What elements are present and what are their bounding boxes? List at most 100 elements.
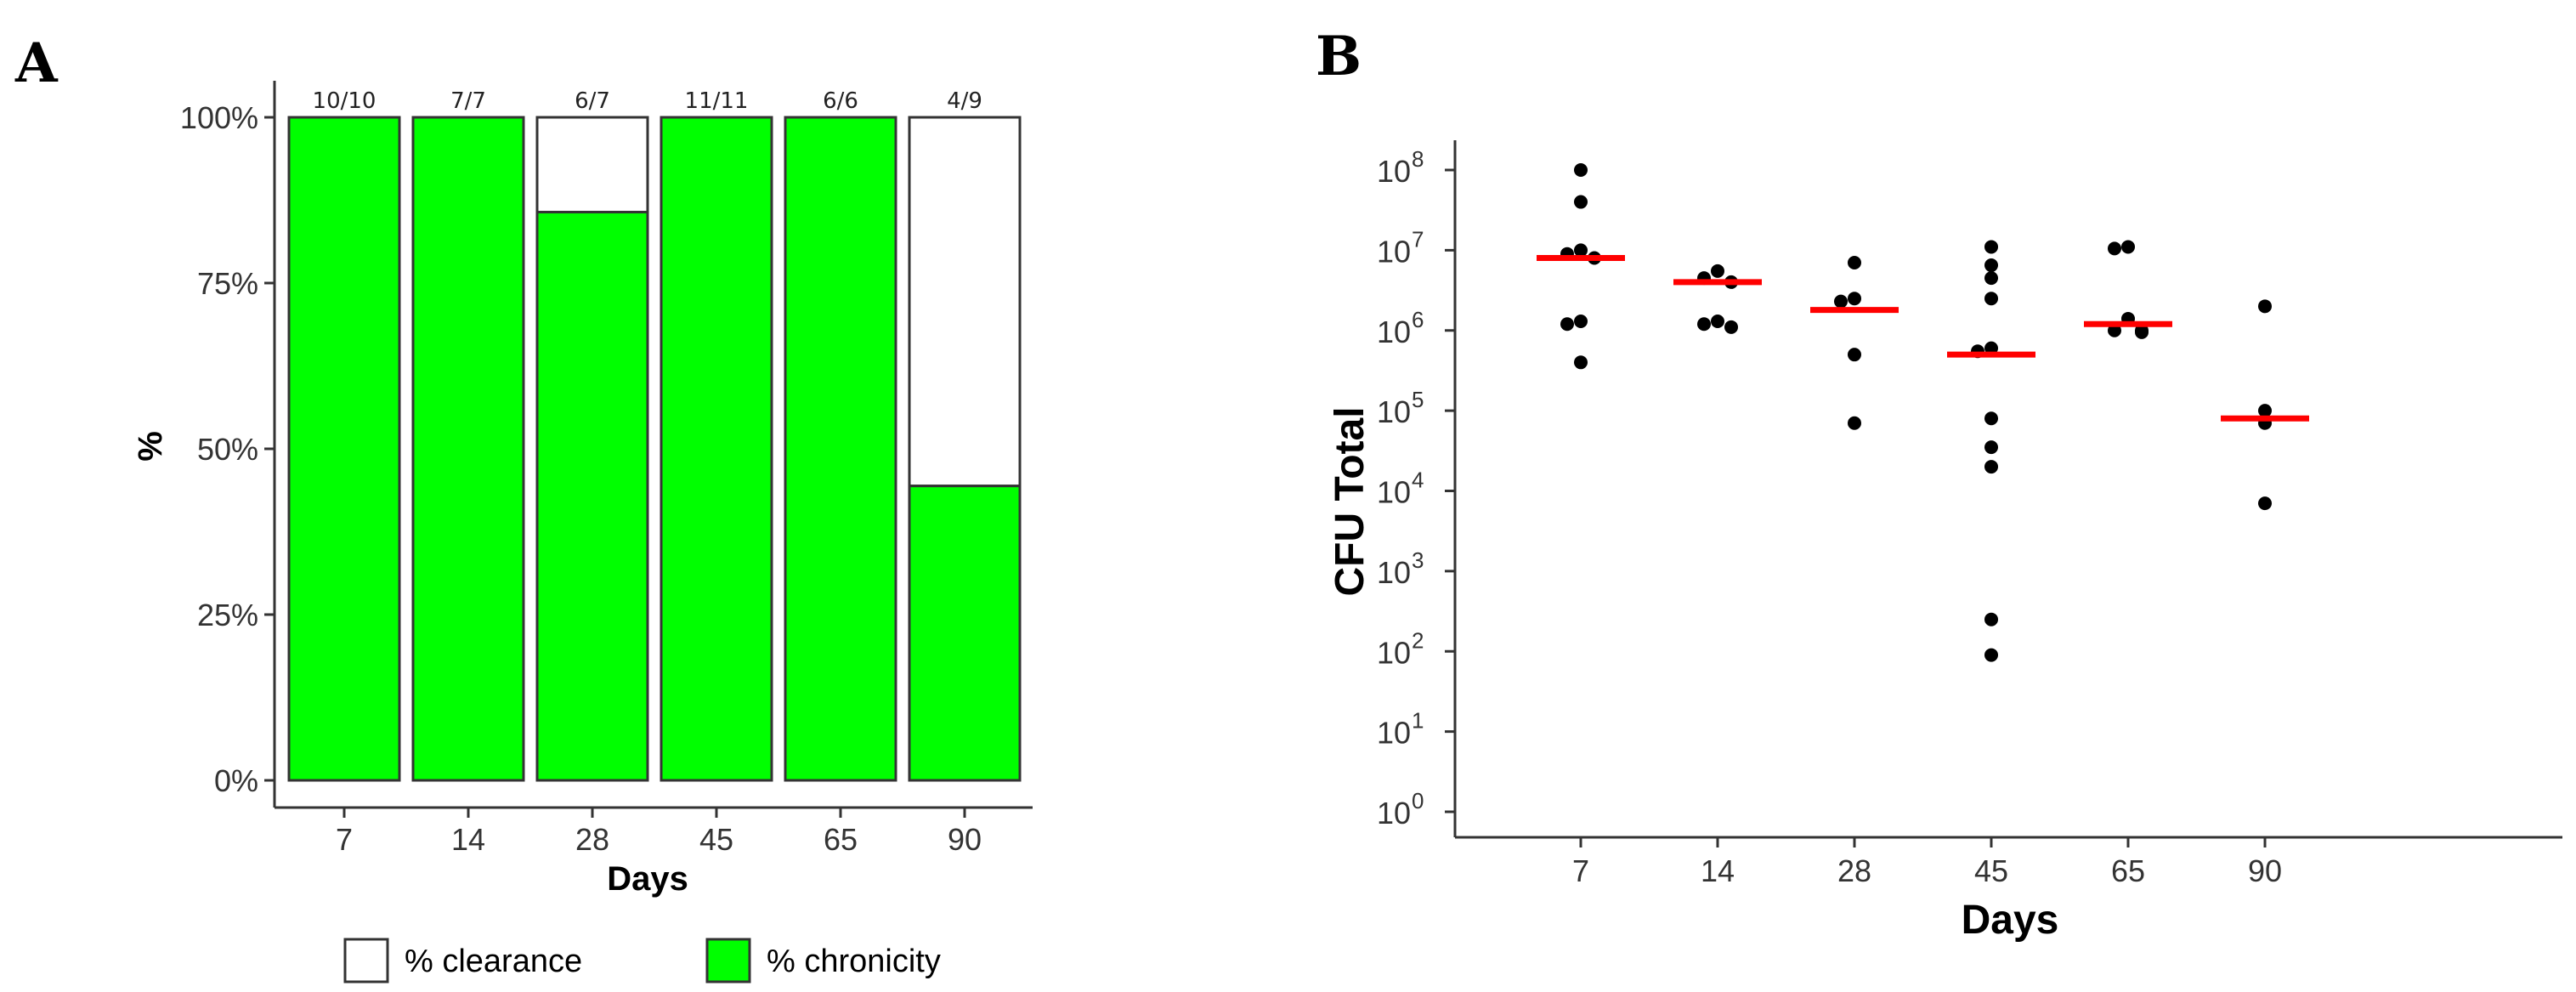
bar-count-label: 6/6 (823, 88, 858, 114)
legend-label-clearance: % clearance (405, 944, 582, 979)
b-y-axis-title: CFU Total (1328, 406, 1373, 596)
data-point (1834, 294, 1848, 309)
b-y-tick-label: 10 (1377, 154, 1411, 189)
a-y-tick-label: 75% (197, 266, 258, 301)
a-y-tick-label: 100% (180, 100, 258, 135)
data-point (1574, 355, 1588, 370)
bar-count-label: 11/11 (685, 88, 749, 114)
b-y-tick-label: 10 (1377, 635, 1411, 670)
data-point (2258, 299, 2272, 314)
a-y-tick-label: 0% (214, 763, 258, 798)
a-x-tick-label: 45 (699, 822, 733, 857)
bar-clearance-90 (908, 116, 1022, 488)
a-y-ticks: 0% 25% 50% 75% 100% (180, 100, 275, 798)
b-x-ticks: 7 14 28 45 65 90 (1572, 837, 2282, 888)
bar-group (287, 116, 1022, 782)
bar-count-label: 10/10 (313, 88, 376, 114)
data-point (1848, 416, 1861, 430)
b-x-tick-label: 90 (2248, 853, 2282, 888)
b-y-tick-label: 10 (1377, 475, 1411, 510)
b-y-tick-exponent: 2 (1412, 627, 1424, 653)
b-y-tick-label: 10 (1377, 555, 1411, 590)
a-x-tick-label: 65 (824, 822, 858, 857)
legend-label-chronicity: % chronicity (767, 944, 941, 979)
b-y-tick-exponent: 3 (1412, 547, 1424, 573)
b-x-axis-title: Days (1962, 898, 2059, 943)
bar-chronicity-14 (411, 116, 525, 782)
data-point (1984, 258, 1998, 273)
b-y-tick-label: 10 (1377, 315, 1411, 349)
a-x-tick-label: 14 (451, 822, 485, 857)
legend-swatch-chronicity (705, 938, 751, 983)
b-x-tick-label: 28 (1837, 853, 1871, 888)
data-point (1574, 163, 1588, 177)
data-point (1697, 317, 1711, 332)
legend: % clearance % chronicity (343, 938, 941, 983)
median-lines (1537, 255, 2309, 422)
a-x-ticks: 7 14 28 45 65 90 (336, 808, 982, 857)
data-point (1574, 314, 1588, 328)
data-points (1560, 163, 2272, 662)
bar-chronicity-65 (784, 116, 897, 782)
bar-count-label: 6/7 (575, 88, 610, 114)
bar-chronicity-28 (535, 211, 649, 782)
b-y-tick-exponent: 8 (1412, 146, 1424, 172)
bar-count-labels: 10/10 7/7 6/7 11/11 6/6 4/9 (313, 88, 982, 114)
a-x-tick-label: 28 (575, 822, 609, 857)
a-y-axis-title: % (132, 431, 169, 462)
a-y-tick-label: 50% (197, 432, 258, 467)
b-y-tick-label: 10 (1377, 234, 1411, 269)
a-y-tick-label: 25% (197, 598, 258, 632)
bar-chronicity-90 (908, 485, 1022, 782)
data-point (2258, 496, 2272, 511)
bar-clearance-28 (535, 116, 649, 214)
b-y-tick-label: 10 (1377, 796, 1411, 830)
b-y-tick-exponent: 1 (1412, 708, 1424, 734)
bar-count-label: 4/9 (947, 88, 982, 114)
data-point (1848, 292, 1861, 306)
data-point (1984, 240, 1998, 254)
legend-swatch-clearance (343, 938, 389, 983)
b-x-tick-label: 65 (2111, 853, 2145, 888)
a-x-axis-title: Days (607, 860, 688, 898)
data-point (1560, 317, 1574, 332)
b-x-tick-label: 7 (1572, 853, 1589, 888)
data-point (1984, 648, 1998, 662)
data-point (1984, 612, 1998, 626)
b-y-tick-exponent: 4 (1412, 468, 1424, 493)
data-point (1984, 460, 1998, 474)
b-y-tick-exponent: 5 (1412, 387, 1424, 412)
data-point (2258, 404, 2272, 418)
data-point (1711, 314, 1724, 328)
panel-a-letter: A (14, 31, 59, 95)
data-point (1574, 195, 1588, 209)
b-x-tick-label: 14 (1701, 853, 1735, 888)
data-point (1984, 292, 1998, 306)
data-point (1724, 320, 1738, 334)
data-point (1984, 440, 1998, 455)
data-point (1848, 255, 1861, 269)
data-point (1711, 264, 1724, 278)
b-y-tick-exponent: 7 (1412, 226, 1424, 252)
data-point (1848, 348, 1861, 362)
data-point (2108, 241, 2121, 256)
panel-a-chart: 10/10 7/7 6/7 11/11 6/6 4/9 0% 25% 50% 75% 100% 7… (132, 81, 1033, 983)
bar-chronicity-45 (660, 116, 773, 782)
data-point (1574, 243, 1588, 258)
data-point (2135, 325, 2149, 339)
panel-b-letter: B (1316, 25, 1362, 88)
b-x-tick-label: 45 (1974, 853, 2008, 888)
data-point (2121, 240, 2135, 254)
bar-count-label: 7/7 (450, 88, 486, 114)
data-point (1984, 411, 1998, 426)
b-y-tick-exponent: 0 (1412, 788, 1424, 813)
b-y-tick-label: 10 (1377, 716, 1411, 751)
data-point (1984, 271, 1998, 286)
b-y-tick-exponent: 6 (1412, 307, 1424, 332)
b-y-tick-label: 10 (1377, 394, 1411, 429)
a-x-tick-label: 90 (948, 822, 982, 857)
a-x-tick-label: 7 (336, 822, 353, 857)
